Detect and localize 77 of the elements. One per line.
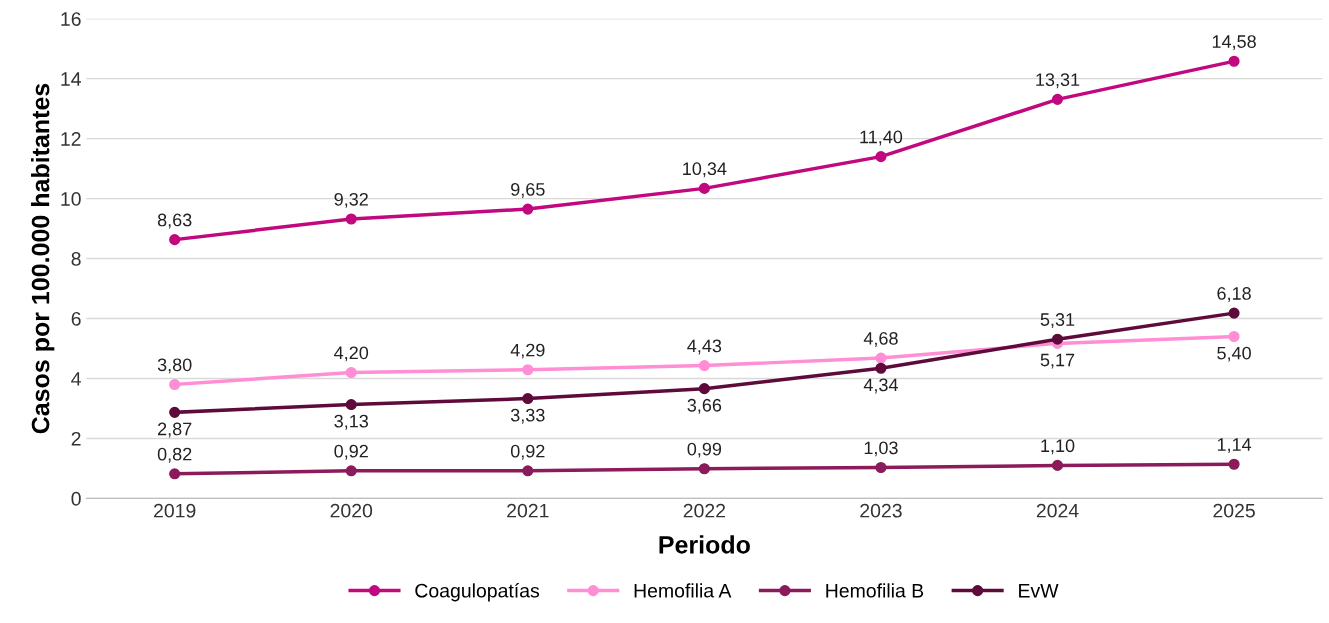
data-label: 3,66 xyxy=(687,398,722,414)
data-label: 5,17 xyxy=(1040,353,1075,369)
data-label: 4,20 xyxy=(334,346,369,362)
data-label: 5,31 xyxy=(1040,313,1075,329)
data-label: 0,99 xyxy=(687,442,722,458)
x-axis-title: Periodo xyxy=(659,535,750,554)
data-label: 1,10 xyxy=(1041,439,1075,455)
data-label: 9,32 xyxy=(334,192,368,208)
data-label: 3,13 xyxy=(334,414,369,430)
y-tick-label: 6 xyxy=(71,311,81,326)
point xyxy=(169,378,181,391)
data-label: 3,80 xyxy=(157,358,192,374)
point xyxy=(169,468,181,480)
point xyxy=(1228,55,1240,67)
x-tick-label: 2022 xyxy=(683,503,726,518)
data-label: 4,34 xyxy=(863,378,898,394)
data-label: 6,18 xyxy=(1217,287,1251,302)
point xyxy=(345,465,357,477)
data-label: 9,65 xyxy=(511,183,545,198)
data-label: 3,33 xyxy=(510,408,545,424)
point xyxy=(345,366,357,379)
point xyxy=(698,383,710,395)
point xyxy=(345,213,357,225)
x-tick-label: 2019 xyxy=(154,503,196,518)
data-label: 14,58 xyxy=(1212,35,1256,51)
point xyxy=(1051,333,1064,345)
data-label: 0,92 xyxy=(510,444,545,460)
point xyxy=(1228,330,1240,343)
point xyxy=(522,364,534,376)
data-label: 0,92 xyxy=(334,444,368,460)
data-label: 13,31 xyxy=(1036,73,1080,89)
y-tick-label: 16 xyxy=(61,12,81,26)
y-tick-label: 8 xyxy=(71,252,81,266)
point xyxy=(875,461,887,474)
legend-label: Coagulopatías xyxy=(415,583,540,602)
point xyxy=(169,406,181,418)
y-tick-label: 0 xyxy=(71,491,81,506)
data-label: 0,82 xyxy=(157,447,192,463)
point xyxy=(522,203,534,215)
data-label: 11,40 xyxy=(860,130,903,146)
y-tick-label: 2 xyxy=(71,431,81,446)
data-label: 5,40 xyxy=(1217,346,1251,362)
point xyxy=(875,352,887,364)
legend-label: EvW xyxy=(1019,584,1059,598)
y-tick-label: 4 xyxy=(71,372,81,386)
point xyxy=(522,465,534,477)
point xyxy=(698,463,710,475)
x-tick-label: 2024 xyxy=(1036,503,1079,518)
x-tick-label: 2023 xyxy=(860,503,902,518)
y-tick-label: 14 xyxy=(61,72,81,86)
point xyxy=(1051,459,1064,471)
data-label: 2,87 xyxy=(158,422,192,438)
point xyxy=(345,399,357,411)
point xyxy=(522,393,534,405)
data-label: 8,63 xyxy=(157,213,192,229)
point xyxy=(875,362,887,374)
data-label: 4,68 xyxy=(863,332,898,347)
x-tick-label: 2025 xyxy=(1213,503,1255,518)
point xyxy=(1228,307,1240,319)
point xyxy=(1228,458,1240,470)
y-tick-label: 10 xyxy=(61,192,81,206)
point xyxy=(169,234,181,246)
y-axis-title: Casos por 100.000 habitantes xyxy=(31,83,55,434)
legend-label: Hemofilia B xyxy=(826,583,924,598)
data-label: 1,14 xyxy=(1217,438,1252,454)
data-label: 1,03 xyxy=(864,441,898,457)
legend-label: Hemofilia A xyxy=(634,583,732,598)
y-tick-label: 12 xyxy=(61,132,81,146)
point xyxy=(698,360,710,372)
x-tick-label: 2020 xyxy=(330,503,373,518)
point xyxy=(698,182,710,194)
point xyxy=(875,151,887,163)
data-label: 10,34 xyxy=(683,162,727,178)
point xyxy=(1051,93,1064,105)
data-label: 4,43 xyxy=(687,339,722,355)
x-tick-label: 2021 xyxy=(507,503,549,518)
data-label: 4,29 xyxy=(510,343,545,359)
